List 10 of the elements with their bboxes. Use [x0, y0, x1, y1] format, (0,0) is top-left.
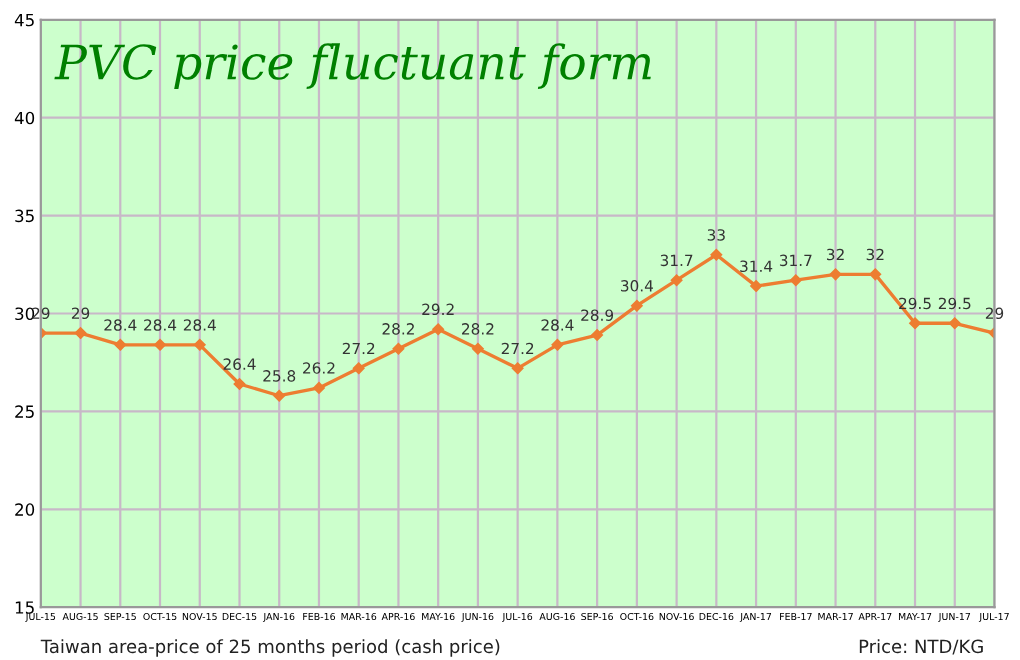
chart-title: PVC price fluctuant form — [54, 43, 651, 89]
y-tick-label: 20 — [15, 503, 35, 516]
y-tick-label: 15 — [15, 601, 34, 614]
y-tick-label: 45 — [14, 13, 34, 27]
y-tick-label: 40 — [14, 111, 35, 125]
text: Price: NTD/KG — [859, 639, 983, 655]
text: Taiwan area-price of 25 months period (cash price) — [40, 639, 500, 657]
y-tick-label: 35 — [15, 209, 34, 223]
y-tick-label: 30 — [15, 307, 35, 321]
y-tick-label: 25 — [15, 405, 34, 418]
